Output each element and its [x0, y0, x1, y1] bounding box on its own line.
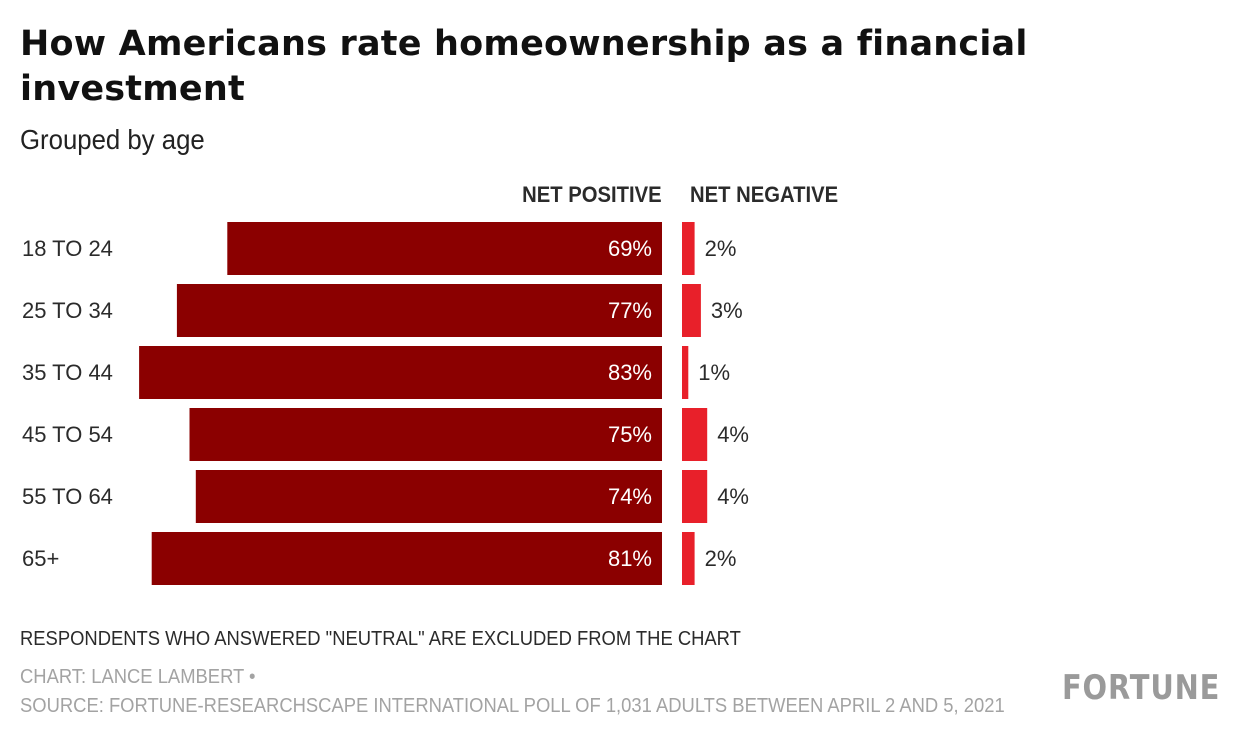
- chart-credit: CHART: LANCE LAMBERT •: [20, 666, 256, 688]
- net-negative-header: NET NEGATIVE: [690, 182, 839, 207]
- category-label: 65+: [22, 546, 59, 571]
- net-negative-value-label: 4%: [717, 484, 749, 509]
- net-positive-bar: [227, 222, 663, 275]
- net-positive-bar: [151, 532, 662, 585]
- net-negative-value-label: 4%: [717, 422, 749, 447]
- chart-subtitle: Grouped by age: [20, 124, 205, 155]
- category-label: 35 TO 44: [22, 360, 113, 385]
- net-negative-bar: [682, 222, 695, 275]
- net-positive-bar: [195, 470, 663, 523]
- net-positive-value-label: 75%: [608, 422, 652, 447]
- category-label: 45 TO 54: [22, 422, 113, 447]
- fortune-logo: FORTUNE: [1061, 668, 1220, 708]
- category-label: 18 TO 24: [22, 236, 113, 261]
- chart-note: RESPONDENTS WHO ANSWERED "NEUTRAL" ARE E…: [20, 628, 741, 650]
- chart-title: How Americans rate homeownership as a fi…: [20, 24, 1028, 109]
- net-negative-bar: [682, 470, 708, 523]
- net-positive-value-label: 69%: [608, 236, 652, 261]
- net-positive-header: NET POSITIVE: [522, 182, 662, 207]
- chart-source: SOURCE: FORTUNE-RESEARCHSCAPE INTERNATIO…: [20, 695, 1005, 717]
- category-label: 25 TO 34: [22, 298, 113, 323]
- net-negative-value-label: 2%: [705, 546, 737, 571]
- net-negative-bar: [682, 284, 701, 337]
- net-positive-value-label: 74%: [608, 484, 652, 509]
- net-negative-value-label: 2%: [705, 236, 737, 261]
- net-positive-bar: [139, 346, 663, 399]
- net-negative-value-label: 1%: [698, 360, 730, 385]
- net-negative-value-label: 3%: [711, 298, 743, 323]
- net-positive-bar: [176, 284, 662, 337]
- diverging-bar-chart: 18 TO 24 69% 2% 25 TO 34 77% 3% 35 TO 44 83% 1% 4…: [22, 222, 749, 585]
- net-negative-bar: [682, 532, 695, 585]
- net-positive-value-label: 83%: [608, 360, 652, 385]
- net-positive-value-label: 77%: [608, 298, 652, 323]
- net-positive-value-label: 81%: [608, 546, 652, 571]
- net-positive-bar: [189, 408, 662, 461]
- net-negative-bar: [682, 346, 689, 399]
- category-label: 55 TO 64: [22, 484, 113, 509]
- net-negative-bar: [682, 408, 708, 461]
